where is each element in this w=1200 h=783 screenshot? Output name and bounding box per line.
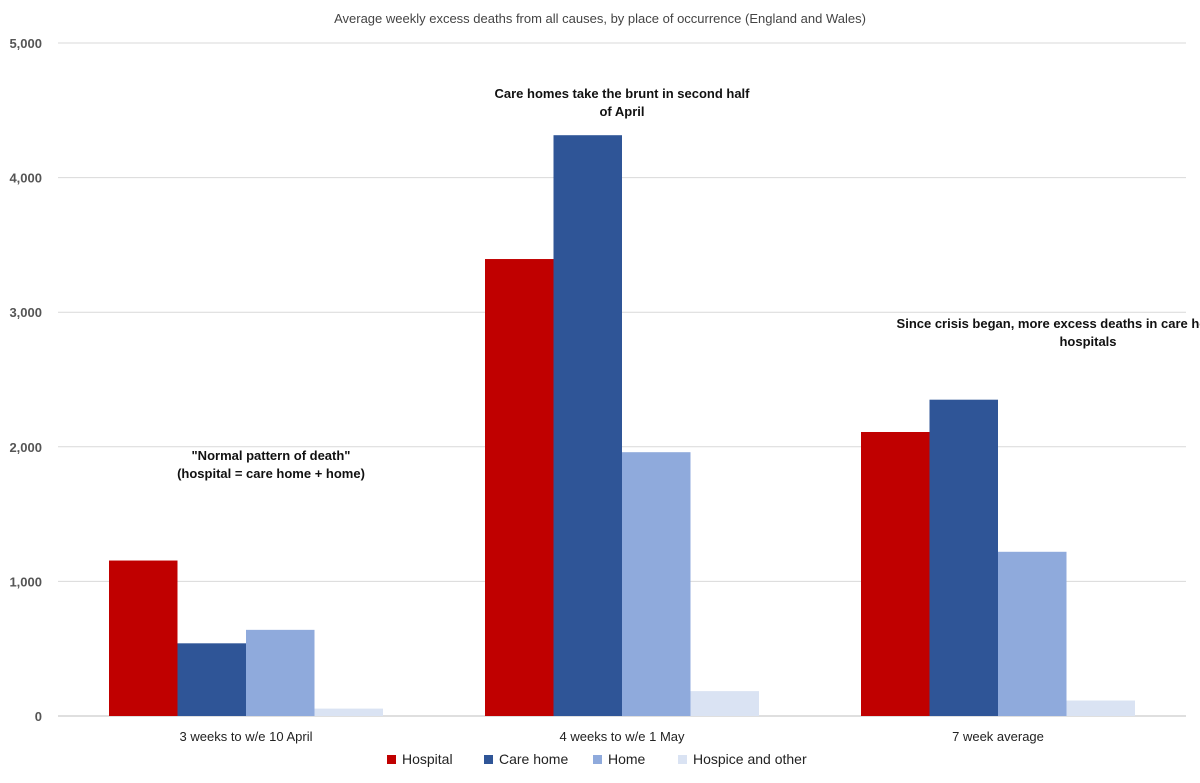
y-tick-label: 4,000 (9, 171, 42, 186)
legend: Hospital Care home Home Hospice and other (387, 751, 807, 767)
x-category-label: 4 weeks to w/e 1 May (560, 729, 685, 744)
legend-label: Care home (499, 751, 568, 767)
annotations: "Normal pattern of death" (hospital = car… (177, 86, 1200, 481)
bar-hospice-and-other (1066, 700, 1135, 716)
y-tick-label: 1,000 (9, 574, 42, 589)
x-category-label: 3 weeks to w/e 10 April (180, 729, 313, 744)
bars (109, 135, 1135, 717)
y-axis-ticks: 0 1,000 2,000 3,000 4,000 5,000 (9, 36, 42, 724)
legend-label: Hospice and other (693, 751, 807, 767)
annotation-text: (hospital = care home + home) (177, 466, 365, 481)
x-category-label: 7 week average (952, 729, 1044, 744)
y-tick-label: 2,000 (9, 440, 42, 455)
bar-hospital (861, 431, 930, 716)
bar-hospice-and-other (314, 708, 383, 716)
y-tick-label: 3,000 (9, 305, 42, 320)
bar-hospital (485, 259, 554, 716)
bar-home (998, 551, 1067, 716)
legend-swatch (484, 755, 493, 764)
bar-hospice-and-other (690, 691, 759, 716)
annotation-text: "Normal pattern of death" (192, 448, 351, 463)
bar-home (622, 452, 691, 716)
legend-swatch (593, 755, 602, 764)
bar-care-home (177, 643, 246, 716)
annotation-text: Care homes take the brunt in second half (495, 86, 751, 101)
bar-care-home (553, 135, 622, 717)
chart-title: Average weekly excess deaths from all ca… (334, 11, 866, 26)
annotation-text: Since crisis began, more excess deaths i… (897, 316, 1200, 331)
y-tick-label: 5,000 (9, 36, 42, 51)
x-axis-categories: 3 weeks to w/e 10 April 4 weeks to w/e 1 … (180, 729, 1044, 744)
annotation-text: of April (599, 104, 644, 119)
annotation-text: hospitals (1059, 334, 1116, 349)
bar-hospital (109, 560, 178, 716)
legend-swatch (678, 755, 687, 764)
legend-label: Home (608, 751, 646, 767)
legend-swatch (387, 755, 396, 764)
bar-care-home (929, 399, 998, 716)
bar-home (246, 629, 315, 716)
legend-label: Hospital (402, 751, 453, 767)
y-tick-label: 0 (35, 709, 42, 724)
